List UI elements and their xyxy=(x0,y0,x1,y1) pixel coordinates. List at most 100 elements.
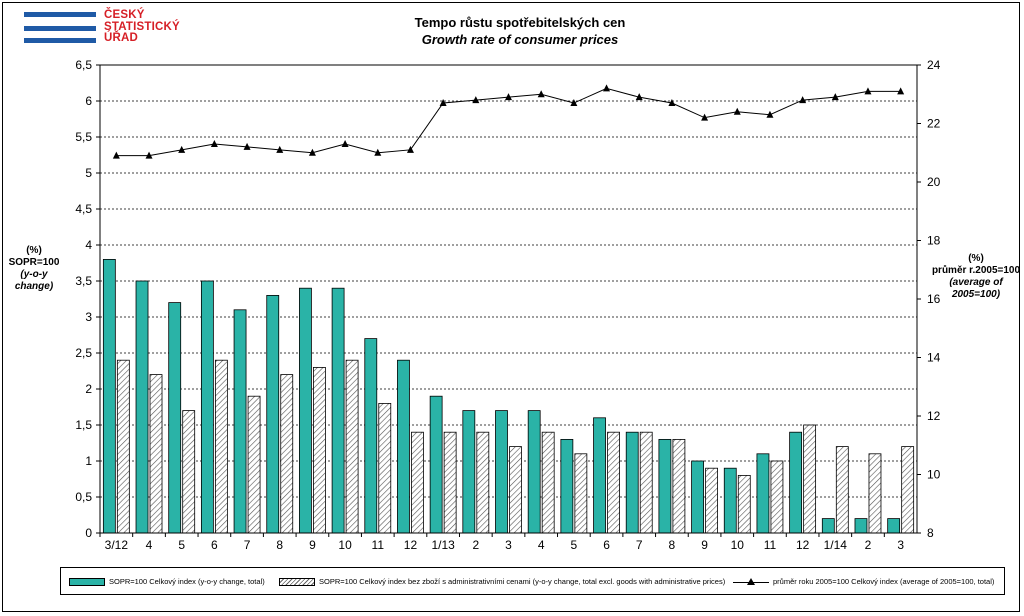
left-tick-label: 1 xyxy=(85,454,92,468)
x-tick-label: 7 xyxy=(244,538,251,552)
x-tick-label: 6 xyxy=(603,538,610,552)
bar-excl-admin xyxy=(803,424,817,534)
x-tick-label: 9 xyxy=(701,538,708,552)
bar-total xyxy=(233,309,247,534)
right-tick-label: 18 xyxy=(927,234,941,248)
right-tick-label: 20 xyxy=(927,175,941,189)
legend-item-total: SOPR=100 Celkový index (y-o-y change, to… xyxy=(69,577,265,587)
legend-swatch-total xyxy=(69,578,105,587)
bar-excl-admin xyxy=(313,366,326,534)
bar-total xyxy=(691,460,704,534)
right-axis-unit: (%) xyxy=(968,253,984,264)
x-tick-label: 11 xyxy=(372,538,385,552)
left-tick-label: 4 xyxy=(85,238,92,252)
bar-excl-admin xyxy=(541,431,555,534)
left-tick-label: 6 xyxy=(85,94,92,108)
left-tick-label: 2 xyxy=(85,382,92,396)
legend-label-excl: SOPR=100 Celkový index bez zboží s admin… xyxy=(319,577,726,586)
right-tick-label: 22 xyxy=(927,117,941,131)
bar-excl-admin xyxy=(672,438,686,534)
left-tick-label: 5,5 xyxy=(75,130,92,144)
left-tick-label: 3,5 xyxy=(75,274,92,288)
index-marker xyxy=(570,99,578,107)
right-axis-label: (%) průměr r.2005=100 (average of 2005=1… xyxy=(930,253,1022,301)
legend-label-index: průměr roku 2005=100 Celkový index (aver… xyxy=(773,577,995,586)
legend-swatch-excl xyxy=(279,578,315,587)
bar-total xyxy=(658,438,672,534)
bar-total xyxy=(299,287,312,534)
logo-bar xyxy=(24,38,96,43)
bar-excl-admin xyxy=(770,460,784,534)
x-tick-label: 4 xyxy=(538,538,545,552)
bar-excl-admin xyxy=(443,431,457,534)
bar-excl-admin xyxy=(116,359,130,534)
x-tick-label: 2 xyxy=(472,538,479,552)
logo-bar xyxy=(24,12,96,17)
index-marker xyxy=(897,87,905,95)
bar-total xyxy=(364,338,378,534)
logo-text: ČESKÝ STATISTICKÝ ÚŘAD xyxy=(104,9,180,45)
right-tick-label: 24 xyxy=(927,58,941,72)
right-tick-label: 16 xyxy=(927,292,941,306)
axes xyxy=(96,64,921,537)
right-tick-label: 8 xyxy=(927,526,934,540)
legend-swatch-index xyxy=(733,578,769,586)
bar-total xyxy=(331,287,345,534)
index-marker xyxy=(766,110,774,118)
bar-excl-admin xyxy=(280,374,294,534)
bar-total xyxy=(821,518,835,534)
bar-excl-admin xyxy=(868,453,882,534)
index-marker xyxy=(210,139,218,147)
index-marker xyxy=(374,148,382,156)
logo-line-2: STATISTICKÝ xyxy=(104,20,180,33)
bar-excl-admin xyxy=(214,359,228,534)
logo-line-3: ÚŘAD xyxy=(104,32,139,44)
bar-excl-admin xyxy=(345,359,359,534)
logo-bar xyxy=(24,26,96,31)
x-tick-label: 4 xyxy=(146,538,153,552)
bar-excl-admin xyxy=(607,431,620,534)
bar-total xyxy=(266,294,280,534)
x-tick-label: 11 xyxy=(764,538,777,552)
bar-excl-admin xyxy=(149,374,163,534)
bar-total xyxy=(723,467,737,534)
czso-logo: ČESKÝ STATISTICKÝ ÚŘAD xyxy=(24,9,194,50)
index-marker xyxy=(668,99,676,107)
title-czech: Tempo růstu spotřebitelských cen xyxy=(414,15,626,30)
left-tick-label: 4,5 xyxy=(75,202,92,216)
bar-total xyxy=(887,518,901,534)
index-marker xyxy=(308,148,316,156)
bar-total xyxy=(756,453,770,534)
x-tick-label: 9 xyxy=(309,538,316,552)
bar-excl-admin xyxy=(411,431,424,534)
bar-excl-admin xyxy=(509,446,522,534)
x-tick-label: 1/13 xyxy=(431,538,455,552)
bar-total xyxy=(527,410,541,534)
x-tick-label: 10 xyxy=(731,538,745,552)
index-marker xyxy=(537,90,545,98)
left-tick-label: 6,5 xyxy=(75,58,92,72)
bar-total xyxy=(397,359,410,534)
legend: SOPR=100 Celkový index (y-o-y change, to… xyxy=(60,567,1005,595)
bar-total xyxy=(854,518,868,534)
bar-excl-admin xyxy=(378,402,392,534)
left-tick-label: 0,5 xyxy=(75,490,92,504)
left-tick-label: 0 xyxy=(85,526,92,540)
left-axis-label: (%) SOPR=100 (y-o-y change) xyxy=(4,245,64,293)
index-marker xyxy=(276,145,284,153)
x-tick-label: 5 xyxy=(571,538,578,552)
index-marker xyxy=(178,145,186,153)
index-marker xyxy=(864,87,872,95)
bar-excl-admin xyxy=(835,446,849,534)
bar-total xyxy=(429,395,443,534)
chart-title: Tempo růstu spotřebitelských cen Growth … xyxy=(320,15,720,47)
x-tick-label: 8 xyxy=(669,538,676,552)
legend-label-total: SOPR=100 Celkový index (y-o-y change, to… xyxy=(109,577,265,586)
x-tick-label: 6 xyxy=(211,538,218,552)
bar-excl-admin xyxy=(182,410,196,534)
x-tick-label: 12 xyxy=(796,538,810,552)
logo-line-1: ČESKÝ xyxy=(104,9,145,21)
x-tick-label: 2 xyxy=(865,538,872,552)
index-marker xyxy=(243,142,251,150)
